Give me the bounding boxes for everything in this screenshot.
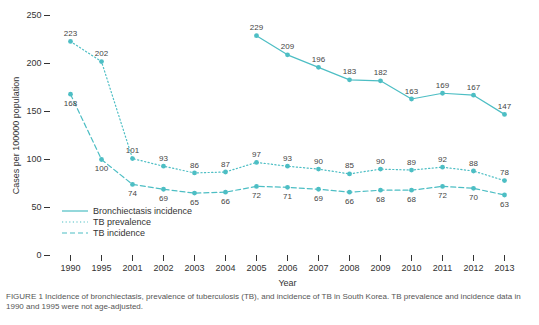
svg-text:209: 209 [281,42,295,51]
svg-text:Cases per 100000 population: Cases per 100000 population [11,77,21,195]
svg-text:Year: Year [278,278,296,288]
svg-text:2008: 2008 [339,263,359,273]
svg-text:250: 250 [26,10,41,20]
svg-text:93: 93 [159,154,168,163]
svg-text:65: 65 [190,198,199,207]
svg-text:168: 168 [64,99,78,108]
svg-text:72: 72 [438,191,447,200]
svg-text:100: 100 [95,164,109,173]
svg-text:2004: 2004 [215,263,235,273]
svg-text:147: 147 [498,102,512,111]
svg-text:150: 150 [26,106,41,116]
svg-text:183: 183 [343,67,357,76]
svg-text:90: 90 [376,157,385,166]
svg-text:87: 87 [221,160,230,169]
svg-text:223: 223 [64,29,78,38]
svg-text:93: 93 [283,154,292,163]
svg-text:1990: 1990 [60,263,80,273]
svg-text:68: 68 [407,195,416,204]
svg-text:182: 182 [374,68,388,77]
svg-text:2003: 2003 [184,263,204,273]
svg-text:78: 78 [500,168,509,177]
svg-text:229: 229 [250,23,264,32]
svg-text:66: 66 [221,197,230,206]
html-text:TB incidence: TB incidence [93,227,145,238]
svg-text:2006: 2006 [277,263,297,273]
svg-text:2005: 2005 [246,263,266,273]
svg-text:66: 66 [345,197,354,206]
svg-text:71: 71 [283,192,292,201]
svg-text:68: 68 [376,195,385,204]
html-text:FIGURE 1 Incidence of bronchie: FIGURE 1 Incidence of bronchiectasis, pr… [6,292,521,311]
svg-text:2002: 2002 [153,263,173,273]
svg-text:2007: 2007 [308,263,328,273]
svg-text:1995: 1995 [91,263,111,273]
html-text:Bronchiectasis incidence: Bronchiectasis incidence [93,205,193,216]
svg-text:0: 0 [36,250,41,260]
svg-text:70: 70 [469,193,478,202]
svg-text:72: 72 [252,191,261,200]
svg-text:88: 88 [469,159,478,168]
svg-text:196: 196 [312,55,326,64]
html-text:TB prevalence: TB prevalence [93,216,151,227]
svg-text:2001: 2001 [122,263,142,273]
svg-text:97: 97 [252,150,261,159]
svg-text:169: 169 [436,81,450,90]
svg-text:63: 63 [500,200,509,209]
svg-text:167: 167 [467,83,481,92]
svg-text:89: 89 [407,158,416,167]
svg-text:2011: 2011 [433,263,452,273]
svg-text:92: 92 [438,155,447,164]
svg-text:163: 163 [405,87,419,96]
svg-text:86: 86 [190,161,199,170]
svg-text:101: 101 [126,146,140,155]
svg-text:69: 69 [314,194,323,203]
svg-text:202: 202 [95,49,109,58]
svg-text:200: 200 [26,58,41,68]
svg-text:100: 100 [26,154,41,164]
svg-text:69: 69 [159,194,168,203]
svg-text:50: 50 [31,202,41,212]
svg-text:2009: 2009 [370,263,390,273]
svg-text:90: 90 [314,157,323,166]
svg-text:2010: 2010 [401,263,421,273]
svg-text:74: 74 [128,189,137,198]
svg-text:85: 85 [345,161,354,170]
svg-text:2012: 2012 [463,263,483,273]
svg-text:2013: 2013 [494,263,514,273]
